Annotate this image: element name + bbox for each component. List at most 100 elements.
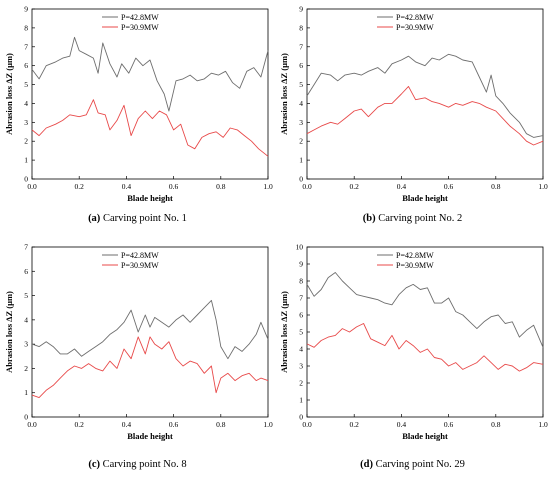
y-tick-label: 4 bbox=[299, 99, 303, 108]
legend-label: P=30.9MW bbox=[396, 261, 434, 270]
x-tick-label: 0.0 bbox=[302, 182, 312, 191]
y-tick-label: 5 bbox=[299, 328, 303, 337]
y-tick-label: 3 bbox=[24, 118, 28, 127]
caption-c: (c) Carving point No. 8 bbox=[0, 459, 275, 470]
x-tick-label: 1.0 bbox=[538, 420, 548, 429]
caption-b: (b) Carving point No. 2 bbox=[275, 213, 550, 224]
x-tick-label: 0.6 bbox=[444, 420, 454, 429]
y-tick-label: 3 bbox=[299, 118, 303, 127]
x-tick-label: 0.4 bbox=[397, 182, 407, 191]
y-axis-label: Abrasion loss ΔZ (μm) bbox=[279, 291, 289, 373]
plot-frame bbox=[31, 246, 269, 418]
y-axis-label: Abrasion loss ΔZ (μm) bbox=[4, 291, 14, 373]
y-tick-label: 9 bbox=[299, 5, 303, 14]
caption-a: (a) Carving point No. 1 bbox=[0, 213, 275, 224]
y-tick-label: 4 bbox=[24, 315, 28, 324]
y-tick-label: 7 bbox=[24, 243, 28, 252]
series-line-p-42-8mw bbox=[31, 299, 269, 360]
chart-carving-point-2: 0.0 0.2 0.4 0.6 0.8 1.0 0 1 2 3 4 5 6 7 8 9 Blade height… bbox=[279, 5, 548, 204]
x-tick-label: 0.0 bbox=[302, 420, 312, 429]
y-tick-label: 6 bbox=[24, 61, 28, 70]
series-line-p-30-9mw bbox=[306, 323, 544, 372]
y-tick-label: 7 bbox=[24, 42, 28, 51]
caption-a-tag: (a) bbox=[88, 213, 101, 224]
x-tick-label: 0.6 bbox=[444, 182, 454, 191]
caption-b-tag: (b) bbox=[362, 213, 376, 224]
x-tick-label: 0.2 bbox=[350, 420, 360, 429]
x-axis-label: Blade height bbox=[402, 431, 448, 441]
legend-label: P=30.9MW bbox=[121, 23, 159, 32]
caption-d-text: Carving point No. 29 bbox=[375, 459, 465, 470]
x-tick-label: 0.4 bbox=[397, 420, 407, 429]
y-tick-label: 1 bbox=[24, 156, 28, 165]
y-tick-label: 2 bbox=[299, 379, 303, 388]
chart-carving-point-8: 0.0 0.2 0.4 0.6 0.8 1.0 0 1 2 3 4 5 6 7 Blade height Ab… bbox=[4, 243, 273, 442]
y-tick-label: 8 bbox=[299, 23, 303, 32]
x-tick-label: 0.8 bbox=[216, 182, 226, 191]
y-tick-label: 1 bbox=[299, 396, 303, 405]
y-tick-label: 7 bbox=[299, 294, 303, 303]
y-tick-label: 0 bbox=[24, 413, 28, 422]
caption-a-text: Carving point No. 1 bbox=[102, 213, 187, 224]
x-tick-label: 0.6 bbox=[169, 182, 179, 191]
chart-carving-point-1: 0.0 0.2 0.4 0.6 0.8 1.0 0 1 2 3 4 5 6 7 8 9 Blade height… bbox=[4, 5, 273, 204]
y-tick-label: 10 bbox=[296, 243, 304, 252]
x-axis-label: Blade height bbox=[402, 193, 448, 203]
series-line-p-42-8mw bbox=[306, 272, 544, 348]
x-tick-label: 0.0 bbox=[27, 182, 37, 191]
x-tick-label: 1.0 bbox=[263, 420, 273, 429]
x-tick-label: 0.2 bbox=[350, 182, 360, 191]
y-tick-label: 9 bbox=[299, 260, 303, 269]
x-tick-label: 0.8 bbox=[491, 182, 501, 191]
x-tick-label: 1.0 bbox=[263, 182, 273, 191]
x-tick-label: 0.6 bbox=[169, 420, 179, 429]
y-tick-label: 6 bbox=[24, 267, 28, 276]
x-axis-label: Blade height bbox=[127, 193, 173, 203]
caption-b-text: Carving point No. 2 bbox=[378, 213, 463, 224]
y-tick-label: 6 bbox=[299, 61, 303, 70]
plot-frame bbox=[306, 246, 544, 418]
y-tick-label: 0 bbox=[299, 175, 303, 184]
y-tick-label: 2 bbox=[299, 137, 303, 146]
y-tick-label: 5 bbox=[299, 80, 303, 89]
legend-label: P=30.9MW bbox=[121, 261, 159, 270]
y-tick-label: 8 bbox=[299, 277, 303, 286]
series-line-p-42-8mw bbox=[31, 36, 269, 112]
caption-d-tag: (d) bbox=[360, 459, 373, 470]
y-tick-label: 2 bbox=[24, 364, 28, 373]
y-tick-label: 3 bbox=[24, 340, 28, 349]
y-tick-label: 2 bbox=[24, 137, 28, 146]
y-tick-label: 6 bbox=[299, 311, 303, 320]
series-line-p-30-9mw bbox=[31, 99, 269, 157]
y-tick-label: 1 bbox=[24, 388, 28, 397]
series-line-p-30-9mw bbox=[31, 336, 269, 399]
y-axis-label: Abrasion loss ΔZ (μm) bbox=[4, 53, 14, 135]
y-tick-label: 8 bbox=[24, 23, 28, 32]
chart-carving-point-29: 0.0 0.2 0.4 0.6 0.8 1.0 0 1 2 3 4 5 6 7 8 9 10 Blade heig… bbox=[279, 243, 548, 442]
y-tick-label: 4 bbox=[299, 345, 303, 354]
y-tick-label: 0 bbox=[24, 175, 28, 184]
legend-label: P=42.8MW bbox=[396, 251, 434, 260]
x-tick-label: 1.0 bbox=[538, 182, 548, 191]
caption-c-text: Carving point No. 8 bbox=[102, 459, 187, 470]
x-tick-label: 0.0 bbox=[27, 420, 37, 429]
y-tick-label: 0 bbox=[299, 413, 303, 422]
y-tick-label: 4 bbox=[24, 99, 28, 108]
caption-c-tag: (c) bbox=[88, 459, 101, 470]
plot-frame bbox=[31, 8, 269, 180]
plot-frame bbox=[306, 8, 544, 180]
caption-d: (d) Carving point No. 29 bbox=[275, 459, 550, 470]
series-line-p-42-8mw bbox=[306, 53, 544, 138]
x-tick-label: 0.4 bbox=[122, 420, 132, 429]
y-axis-label: Abrasion loss ΔZ (μm) bbox=[279, 53, 289, 135]
y-tick-label: 3 bbox=[299, 362, 303, 371]
x-axis-label: Blade height bbox=[127, 431, 173, 441]
y-tick-label: 5 bbox=[24, 80, 28, 89]
legend-label: P=42.8MW bbox=[396, 13, 434, 22]
x-tick-label: 0.8 bbox=[491, 420, 501, 429]
x-tick-label: 0.4 bbox=[122, 182, 132, 191]
x-tick-label: 0.8 bbox=[216, 420, 226, 429]
y-tick-label: 5 bbox=[24, 291, 28, 300]
legend-label: P=42.8MW bbox=[121, 251, 159, 260]
